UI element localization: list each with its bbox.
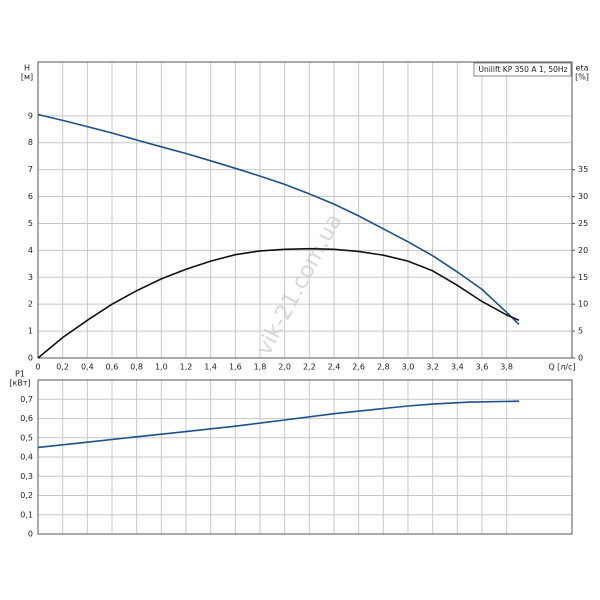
x-tick-label: 3,4 bbox=[451, 363, 464, 372]
y-tick-label: 0,6 bbox=[20, 414, 33, 423]
plot-frame bbox=[37, 379, 573, 535]
y-axis-unit: [м] bbox=[21, 73, 33, 82]
y2-axis-label: eta bbox=[576, 64, 589, 73]
y-tick-label: 3 bbox=[28, 273, 33, 282]
y-tick-label: 0,4 bbox=[20, 453, 33, 462]
x-tick-label: 3,2 bbox=[426, 363, 439, 372]
y-axis-unit: [кВт] bbox=[9, 379, 30, 388]
y2-tick-label: 35 bbox=[578, 165, 588, 174]
x-tick-label: 1,4 bbox=[204, 363, 217, 372]
watermark: vik-21.com.ua bbox=[252, 210, 347, 360]
x-tick-label: 3,8 bbox=[500, 363, 513, 372]
y2-tick-label: 10 bbox=[578, 300, 588, 309]
y-tick-label: 0 bbox=[28, 530, 33, 539]
x-tick-label: 3,0 bbox=[402, 363, 415, 372]
x-tick-label: 0,2 bbox=[56, 363, 69, 372]
title-box bbox=[473, 62, 572, 77]
y-tick-label: 0,1 bbox=[20, 510, 33, 519]
x-tick-label: 2,6 bbox=[352, 363, 365, 372]
curve bbox=[37, 247, 520, 359]
y-tick-label: 5 bbox=[28, 219, 33, 228]
x-tick-label: 0,8 bbox=[130, 363, 143, 372]
y-tick-label: 0 bbox=[28, 354, 33, 363]
y2-tick-label: 5 bbox=[578, 327, 583, 336]
chart-title: Unilift KP 350 A 1, 50Hz bbox=[478, 65, 567, 74]
x-tick-label: 1,8 bbox=[254, 363, 267, 372]
y-axis-label: P1 bbox=[15, 370, 25, 379]
y-tick-label: 0,5 bbox=[20, 433, 33, 442]
x-tick-label: 2,2 bbox=[303, 363, 316, 372]
plot-frame bbox=[37, 61, 573, 359]
x-tick-label: 3,6 bbox=[476, 363, 489, 372]
y-tick-label: 6 bbox=[28, 192, 33, 201]
y-tick-label: 2 bbox=[28, 300, 33, 309]
y-tick-label: 0,2 bbox=[20, 491, 33, 500]
x-tick-label: 1,0 bbox=[155, 363, 168, 372]
y-tick-label: 8 bbox=[28, 138, 33, 147]
x-tick-label: 2,4 bbox=[328, 363, 341, 372]
x-tick-label: 0 bbox=[35, 363, 40, 372]
x-tick-label: 0,4 bbox=[81, 363, 94, 372]
y2-tick-label: 30 bbox=[578, 192, 588, 201]
y2-tick-label: 0 bbox=[578, 354, 583, 363]
y-tick-label: 4 bbox=[28, 246, 33, 255]
x-tick-label: 1,2 bbox=[180, 363, 193, 372]
x-axis-label: Q [л/с] bbox=[548, 363, 575, 372]
y2-axis-unit: [%] bbox=[575, 73, 589, 82]
y-tick-label: 7 bbox=[28, 165, 33, 174]
curve bbox=[37, 113, 520, 325]
x-tick-label: 2,8 bbox=[377, 363, 390, 372]
x-tick-label: 2,0 bbox=[278, 363, 291, 372]
curve bbox=[37, 400, 520, 449]
y-tick-label: 0,3 bbox=[20, 472, 33, 481]
x-tick-label: 1,6 bbox=[229, 363, 242, 372]
x-tick-label: 0,6 bbox=[106, 363, 119, 372]
y2-tick-label: 25 bbox=[578, 219, 588, 228]
y2-tick-label: 20 bbox=[578, 246, 588, 255]
y-tick-label: 9 bbox=[28, 111, 33, 120]
y-tick-label: 0,7 bbox=[20, 395, 33, 404]
y-tick-label: 1 bbox=[28, 327, 33, 336]
y2-tick-label: 15 bbox=[578, 273, 588, 282]
y-axis-label: H bbox=[24, 64, 30, 73]
